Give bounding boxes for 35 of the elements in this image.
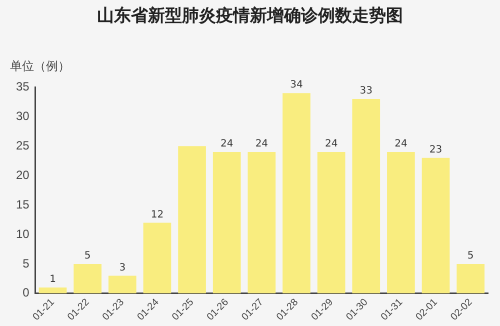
bar bbox=[38, 288, 67, 294]
y-tick-label: 20 bbox=[16, 168, 30, 182]
bar bbox=[282, 93, 310, 294]
y-tick-label: 30 bbox=[16, 108, 30, 123]
chart-title: 山东省新型肺炎疫情新增确诊例数走势图 bbox=[96, 5, 404, 27]
bar bbox=[143, 222, 172, 294]
data-label: 24 bbox=[255, 138, 268, 150]
data-label: 1 bbox=[50, 274, 56, 286]
data-label: 24 bbox=[394, 138, 408, 150]
bar bbox=[108, 276, 136, 294]
bar bbox=[317, 152, 346, 294]
data-label: 12 bbox=[150, 209, 164, 220]
data-label: 23 bbox=[429, 144, 442, 156]
bar bbox=[456, 264, 485, 294]
data-label: 24 bbox=[220, 138, 234, 150]
data-label: 33 bbox=[360, 86, 372, 97]
data-label: 5 bbox=[84, 250, 91, 262]
data-label: 3 bbox=[119, 262, 126, 274]
y-tick-label: 10 bbox=[16, 226, 30, 241]
data-label: 24 bbox=[324, 138, 338, 150]
data-label: 5 bbox=[467, 250, 474, 262]
bar bbox=[212, 152, 241, 294]
y-tick-label: 0 bbox=[22, 286, 30, 300]
y-tick-label: 35 bbox=[16, 80, 30, 94]
bar bbox=[178, 146, 206, 294]
y-axis-title: 单位（例） bbox=[10, 58, 70, 75]
y-tick-label: 5 bbox=[22, 256, 30, 270]
y-tick-label: 25 bbox=[16, 138, 30, 152]
bar bbox=[387, 152, 415, 294]
bar bbox=[422, 158, 450, 294]
bar bbox=[248, 152, 276, 294]
bar bbox=[352, 98, 380, 294]
data-label: 34 bbox=[290, 80, 303, 91]
y-tick-label: 15 bbox=[16, 197, 30, 212]
bar bbox=[74, 264, 102, 294]
